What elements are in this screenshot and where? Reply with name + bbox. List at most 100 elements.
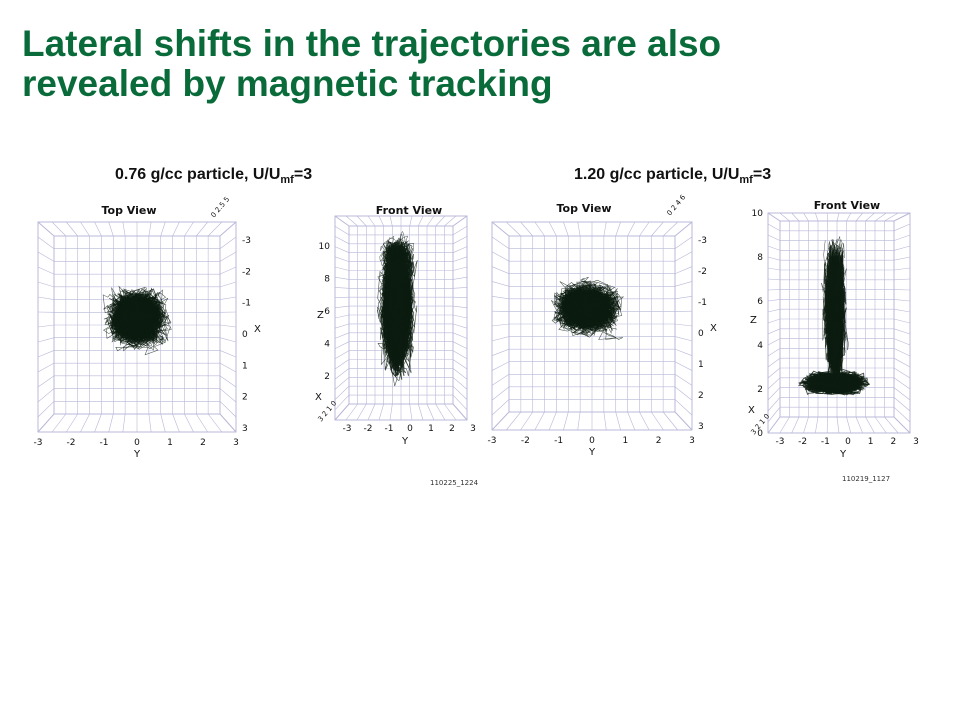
tv2-side-tick: 3	[698, 422, 704, 432]
tv2-grid-line	[491, 361, 510, 371]
fv1-grid-line	[452, 394, 468, 411]
tv1-grid-line	[219, 281, 237, 288]
tv2-grid-line	[639, 411, 650, 431]
fv1-z-tick: 4	[324, 340, 330, 350]
fv1-grid-line	[452, 377, 468, 390]
fv2-grid-line	[767, 407, 781, 423]
fv1-edge	[334, 215, 350, 227]
fv1-x-tick: -1	[385, 424, 394, 434]
fv1-grid-line	[334, 394, 350, 411]
fv1-z-tick: 6	[324, 307, 330, 317]
tv1-grid-line	[184, 221, 194, 237]
tv1-grid-line	[51, 221, 67, 237]
fv1-grid-line	[444, 403, 457, 421]
tv2-grid-line	[491, 251, 510, 262]
tv1-x-tick: 1	[167, 438, 173, 448]
fv2-grid-line	[893, 308, 911, 313]
fv2-grid-line	[893, 397, 911, 412]
tv1-grid-line	[219, 388, 237, 403]
fv2-grid-line	[767, 328, 781, 335]
tv2-grid-line	[506, 221, 522, 237]
tv1-x-tick: -1	[100, 438, 109, 448]
fv2-grid-line	[874, 416, 887, 434]
tv1-grid-line	[37, 350, 55, 358]
fv2-x-tick: -1	[821, 437, 830, 447]
tv1-grid-line	[219, 266, 237, 275]
tv1-grid-line	[37, 324, 55, 328]
tv2-edge	[491, 221, 510, 237]
fv2-corner-label: X	[748, 405, 755, 416]
tv2-grid-line	[674, 386, 693, 401]
tv1-grid-line	[122, 413, 126, 433]
tv1-grid-line	[196, 413, 208, 433]
tv1-grid-line	[80, 413, 90, 433]
fv2-grid-line	[893, 267, 911, 271]
fv2-grid-line	[767, 318, 781, 324]
tv2-grid-line	[534, 221, 545, 237]
caption-left: 0.76 g/cc particle, U/Umf=3	[115, 166, 312, 186]
fv1-grid-line	[378, 403, 384, 421]
tv1-grid-line	[219, 401, 237, 418]
fv2-grid-line	[767, 267, 781, 271]
fv2-grid-line	[846, 416, 852, 434]
fv2-grid-line	[893, 357, 911, 368]
tv2-title: Top View	[556, 202, 611, 215]
fv1-grid-line	[389, 215, 393, 227]
fv1-grid-line	[452, 341, 468, 349]
fv2-grid-line	[874, 212, 887, 222]
tv2-grid-line	[491, 281, 510, 287]
tv2-edge	[674, 221, 693, 237]
plot-code-right: 110219_1127	[842, 475, 891, 483]
tv1-grid-line	[219, 236, 237, 249]
fv2-z-tick: 4	[757, 341, 763, 351]
fv2-grid-line	[767, 348, 781, 357]
fv2-grid-line	[855, 212, 863, 222]
tv1-grid-line	[184, 413, 194, 433]
caption-right: 1.20 g/cc particle, U/Umf=3	[574, 166, 771, 186]
tv2-grid-line	[674, 236, 693, 249]
fv1-grid-line	[378, 215, 384, 227]
top-view-plot-left: Top View 0 2.5 5 -3 -2 -1 0 1 2 3 Y -3 -2 -1 0 1 2 3 X	[34, 195, 261, 460]
tv1-grid-line	[66, 413, 78, 433]
fv1-grid-line	[334, 287, 350, 289]
fv2-z-tick: 8	[757, 253, 763, 263]
tv1-grid-line	[122, 221, 126, 237]
plot-code-left: 110225_1224	[430, 479, 479, 487]
fv1-grid-line	[334, 266, 350, 271]
tv1-title: Top View	[101, 204, 156, 217]
fv1-grid-line	[334, 341, 350, 349]
fv1-grid-line	[334, 256, 350, 262]
tv2-grid-line	[548, 411, 557, 431]
fv2-z-label: Z	[750, 315, 757, 326]
fv2-grid-line	[893, 318, 911, 324]
fv2-grid-line	[836, 212, 840, 222]
tv2-trajectory	[576, 297, 593, 314]
tv2-x-tick: -3	[488, 436, 497, 446]
tv2-grid-line	[563, 411, 569, 431]
fv1-grid-line	[334, 276, 350, 280]
tv2-grid-line	[491, 336, 510, 342]
fv1-grid-line	[334, 305, 350, 309]
tv1-grid-line	[94, 413, 102, 433]
caption-left-subscript: mf	[280, 174, 294, 187]
tv1-grid-line	[219, 337, 237, 343]
fv2-x-tick: 0	[845, 437, 851, 447]
tv1-x-tick: 2	[200, 438, 206, 448]
fv1-trajectory	[389, 233, 414, 275]
tv1-side-tick: -2	[242, 267, 251, 277]
fv2-edge	[893, 212, 911, 222]
tv1-edge	[37, 413, 55, 433]
fv1-x-label: Y	[401, 436, 409, 447]
fv1-trajectory	[393, 249, 412, 280]
fv1-z-label: Z	[317, 310, 324, 321]
fv2-grid-line	[767, 256, 781, 261]
tv2-grid-line	[491, 323, 510, 327]
tv1-grid-line	[219, 324, 237, 328]
fv1-grid-line	[409, 403, 413, 421]
fv1-grid-line	[418, 215, 424, 227]
fv2-z-tick: 2	[757, 385, 763, 395]
tv2-grid-line	[651, 411, 664, 431]
fv2-x-tick: -2	[798, 437, 807, 447]
tv1-grid-line	[37, 281, 55, 288]
fv1-title: Front View	[376, 204, 442, 217]
